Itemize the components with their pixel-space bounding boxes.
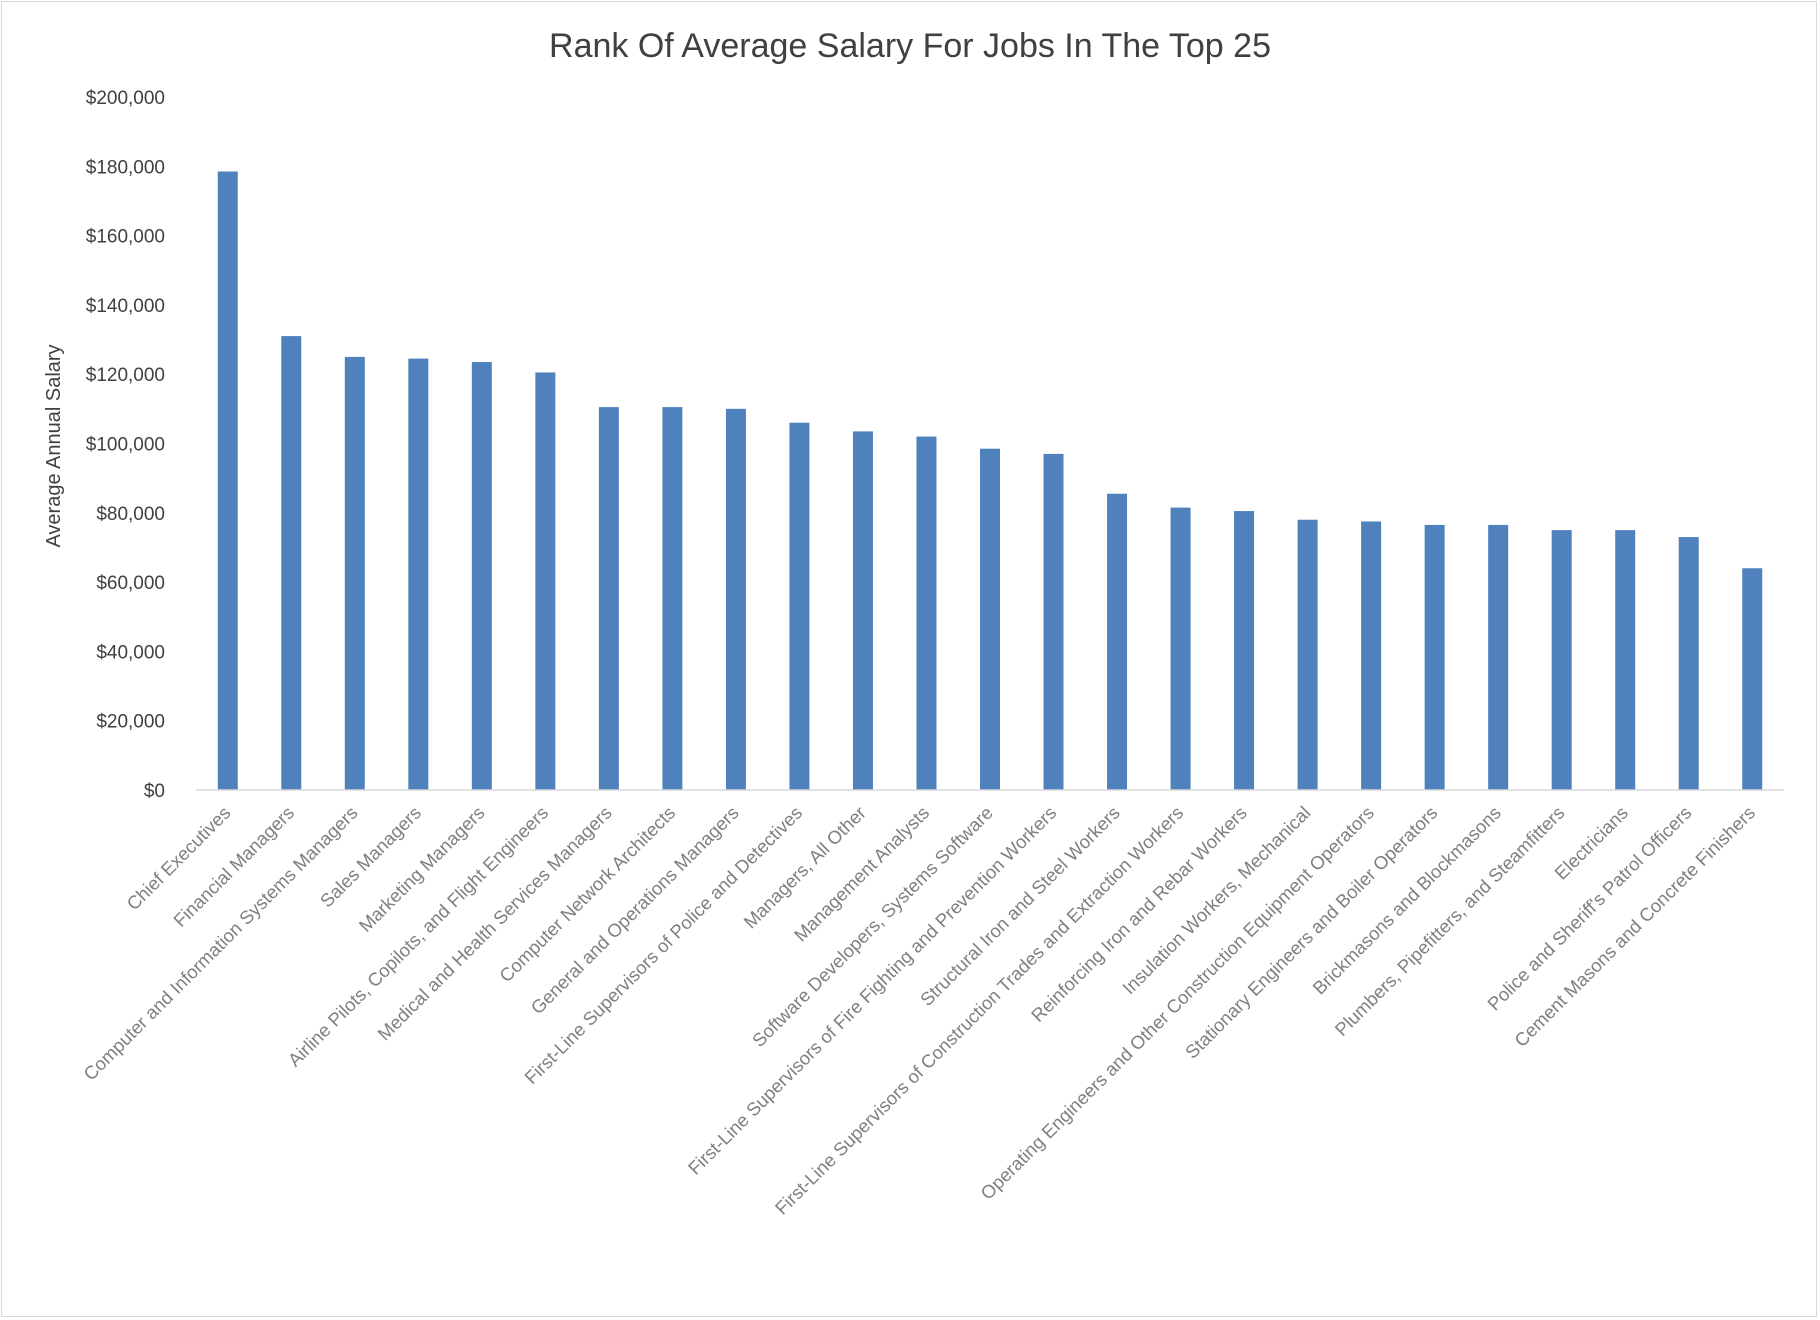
bar: [789, 422, 810, 790]
y-tick-label: $100,000: [86, 435, 165, 456]
chart-title: Rank Of Average Salary For Jobs In The T…: [549, 27, 1271, 65]
x-tick-label: First-Line Supervisors of Construction T…: [771, 802, 1188, 1219]
y-tick-label: $0: [144, 781, 165, 802]
bar: [1234, 511, 1255, 790]
bar: [598, 407, 619, 790]
x-tick-label: Managers, All Other: [739, 802, 869, 932]
bar: [1043, 453, 1064, 790]
x-tick-label: Software Developers, Systems Software: [748, 802, 997, 1051]
x-tick-label: Cement Masons and Concrete Finishers: [1510, 802, 1759, 1051]
bar: [217, 171, 238, 790]
y-axis-ticks: $0 $20,000 $40,000 $60,000 $80,000 $100,000 $1…: [86, 88, 165, 802]
bar: [1678, 537, 1699, 790]
x-tick-label: Financial Managers: [169, 802, 298, 931]
bar: [1551, 530, 1572, 790]
x-tick-label: Plumbers, Pipefitters, and Steamfitters: [1330, 802, 1568, 1040]
bar: [852, 431, 873, 790]
bars: [217, 171, 1763, 790]
bar: [471, 362, 492, 790]
x-tick-label: Marketing Managers: [355, 802, 489, 936]
bar: [662, 407, 683, 790]
y-tick-label: $160,000: [86, 227, 165, 248]
bar: [1361, 521, 1382, 790]
x-tick-label: Medical and Health Services Managers: [373, 802, 615, 1044]
y-tick-label: $40,000: [96, 642, 165, 663]
y-tick-label: $60,000: [96, 573, 165, 594]
bar: [1297, 519, 1318, 790]
bar: [916, 436, 937, 790]
bar: [1107, 493, 1128, 790]
bar: [1615, 530, 1636, 790]
bar: [1424, 524, 1445, 790]
y-axis-title: Average Annual Salary: [43, 344, 65, 547]
bar: [408, 358, 429, 790]
y-tick-label: $120,000: [86, 365, 165, 386]
x-tick-label: Chief Executives: [122, 802, 234, 914]
bar: [344, 356, 365, 790]
y-tick-label: $200,000: [86, 88, 165, 109]
bar: [281, 336, 302, 790]
bar: [535, 372, 556, 790]
y-tick-label: $20,000: [96, 712, 165, 733]
bar: [1742, 568, 1763, 790]
bar: [980, 448, 1000, 790]
y-tick-label: $140,000: [86, 296, 165, 317]
bar: [1170, 507, 1191, 790]
y-tick-label: $180,000: [86, 157, 165, 178]
bar: [725, 408, 746, 790]
y-tick-label: $80,000: [96, 504, 165, 525]
bar: [1488, 524, 1509, 790]
